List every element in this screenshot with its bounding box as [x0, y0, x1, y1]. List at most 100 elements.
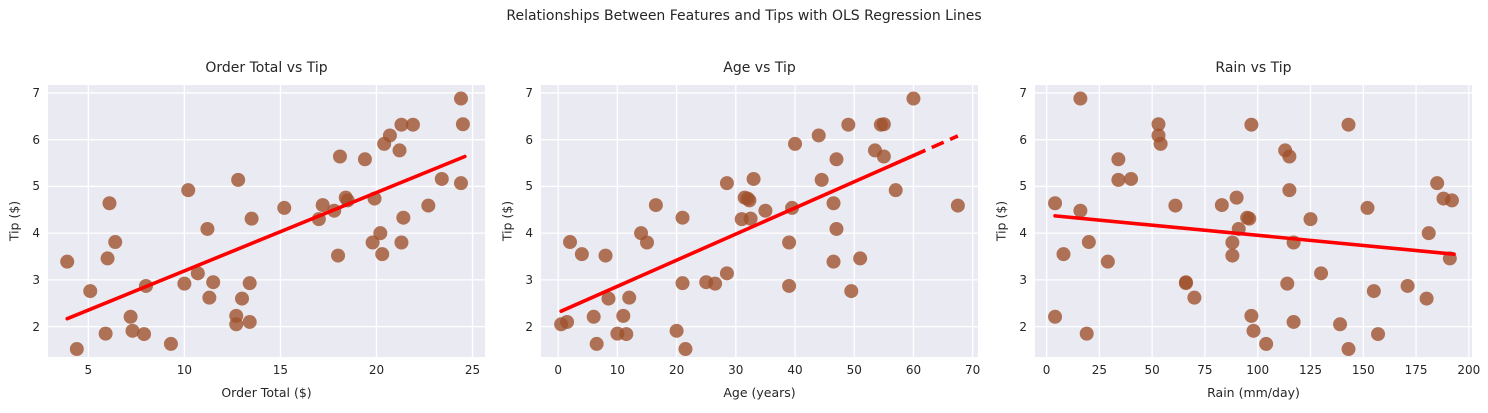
data-point [867, 143, 882, 158]
data-point [1421, 226, 1436, 241]
y-tick-label: 2 [32, 319, 40, 334]
data-point [782, 235, 797, 250]
subplot-title-rain: Rain vs Tip [1215, 60, 1292, 76]
data-point [382, 128, 397, 143]
data-point [876, 117, 891, 132]
x-tick-label: 0 [1042, 363, 1051, 377]
data-point [1187, 290, 1202, 305]
x-tick-label: 10 [609, 363, 626, 377]
data-point [1341, 117, 1356, 132]
data-point [163, 336, 178, 351]
x-tick-label: 175 [1404, 363, 1428, 377]
data-point [719, 266, 734, 281]
data-point [1178, 276, 1193, 291]
data-point [1246, 323, 1261, 338]
data-point [1151, 128, 1166, 143]
data-point [242, 314, 257, 329]
y-tick-label: 5 [525, 179, 533, 194]
data-point [669, 323, 684, 338]
subplot-title-age: Age vs Tip [723, 60, 796, 76]
data-point [634, 226, 649, 241]
data-point [1360, 200, 1375, 215]
y-tick-label: 6 [1019, 132, 1027, 147]
data-point [108, 235, 123, 250]
data-point [229, 317, 244, 332]
data-point [235, 291, 250, 306]
data-point [1430, 176, 1445, 191]
data-point [200, 221, 215, 236]
x-tick-label: 5 [84, 363, 93, 377]
y-tick-label: 6 [32, 132, 40, 147]
data-point [888, 183, 903, 198]
data-point [675, 276, 690, 291]
data-point [394, 117, 409, 132]
data-point [675, 210, 690, 225]
x-tick-label: 125 [1299, 363, 1322, 377]
data-point [1168, 198, 1183, 213]
x-tick-label: 150 [1351, 363, 1375, 377]
data-point [1100, 254, 1115, 269]
data-point [616, 308, 631, 323]
x-tick-label: 60 [905, 363, 922, 377]
x-tick-label: 25 [1091, 363, 1108, 377]
data-point [242, 276, 257, 291]
data-point [563, 235, 578, 250]
data-point [1240, 210, 1255, 225]
data-point [315, 198, 330, 213]
data-point [1278, 143, 1293, 158]
data-point [100, 251, 115, 266]
y-tick-label: 4 [1019, 226, 1027, 241]
y-tick-label: 2 [525, 319, 533, 334]
y-tick-label: 3 [32, 272, 40, 287]
data-point [589, 336, 604, 351]
data-point [277, 200, 292, 215]
data-point [1244, 308, 1259, 323]
x-tick-label: 20 [668, 363, 685, 377]
x-tick-label: 40 [787, 363, 803, 377]
y-tick-label: 6 [525, 132, 533, 147]
data-point [1400, 278, 1415, 293]
y-tick-label: 5 [32, 179, 40, 194]
data-point [829, 152, 844, 167]
data-point [1151, 117, 1166, 132]
data-point [102, 196, 117, 211]
data-point [1333, 317, 1348, 332]
data-point [758, 203, 773, 218]
x-tick-label: 0 [554, 363, 562, 377]
data-point [648, 198, 663, 213]
data-point [202, 290, 217, 305]
x-tick-label: 100 [1246, 363, 1270, 377]
data-point [332, 149, 347, 164]
x-tick-label: 20 [368, 363, 385, 377]
x-axis-label-order-total: Order Total ($) [221, 385, 312, 400]
data-point [357, 152, 372, 167]
data-point [844, 284, 859, 299]
data-point [177, 276, 192, 291]
data-point [814, 172, 829, 187]
data-point [181, 183, 196, 198]
data-point [1314, 266, 1329, 281]
data-point [1111, 152, 1126, 167]
data-point [1081, 235, 1096, 250]
subplot-title-order-total: Order Total vs Tip [205, 60, 328, 76]
y-tick-label: 3 [525, 272, 533, 287]
data-point [1225, 235, 1240, 250]
data-point [1079, 326, 1094, 341]
data-point [826, 196, 841, 211]
data-point [1419, 291, 1434, 306]
y-tick-label: 7 [32, 85, 40, 100]
x-axis-label-rain: Rain (mm/day) [1207, 385, 1300, 400]
data-point [1048, 196, 1063, 211]
data-point [396, 210, 411, 225]
data-point [421, 198, 436, 213]
y-tick-label: 7 [1019, 85, 1027, 100]
data-point [601, 291, 616, 306]
data-point [586, 309, 601, 324]
data-point [190, 266, 205, 281]
data-point [137, 327, 152, 342]
data-point [375, 247, 390, 262]
regression-line-solid [559, 153, 916, 313]
data-point [1111, 172, 1126, 187]
x-tick-label: 25 [464, 363, 481, 377]
data-point [394, 235, 409, 250]
